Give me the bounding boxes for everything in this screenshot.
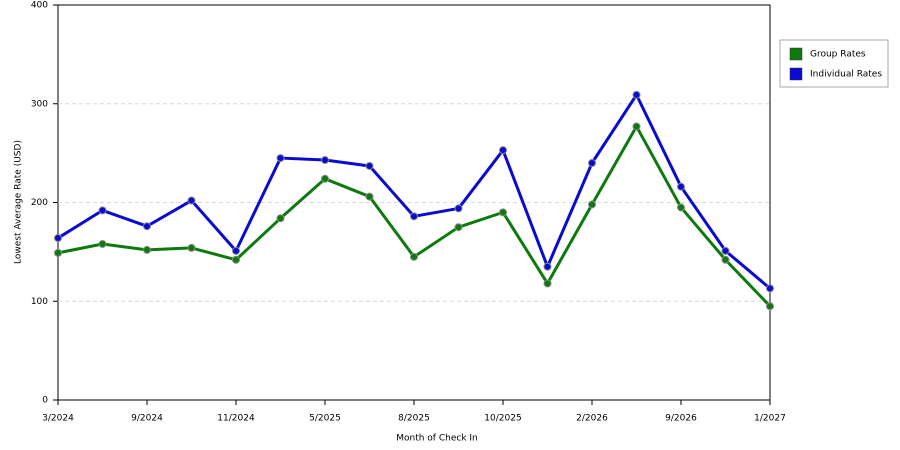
point <box>187 243 196 252</box>
y-tick-label: 300 <box>31 99 48 109</box>
point <box>410 212 418 221</box>
legend-swatch <box>789 47 803 61</box>
x-axis-label: Month of Check In <box>396 434 478 444</box>
point <box>721 255 730 264</box>
y-tick-label: 400 <box>31 1 48 11</box>
x-tick-label: 9/2024 <box>131 414 163 424</box>
y-tick-label: 0 <box>42 396 48 406</box>
point <box>499 146 507 155</box>
point <box>54 234 62 243</box>
y-tick-label: 100 <box>31 297 48 307</box>
point <box>766 302 774 311</box>
point <box>365 192 374 201</box>
point <box>677 182 685 191</box>
x-tick-label: 1/2027 <box>754 414 786 424</box>
point <box>276 154 285 163</box>
point <box>543 262 552 271</box>
point <box>276 214 285 223</box>
point <box>632 122 641 131</box>
x-tick-label: 11/2024 <box>217 414 255 424</box>
point <box>766 284 774 293</box>
x-tick-label: 2/2026 <box>576 414 608 424</box>
point <box>454 223 463 232</box>
point <box>98 206 107 215</box>
point <box>187 196 196 205</box>
point <box>232 255 240 264</box>
x-tick-label: 8/2025 <box>398 414 430 424</box>
point <box>365 161 374 170</box>
x-tick-label: 5/2025 <box>309 414 341 424</box>
point <box>454 204 463 213</box>
y-axis-label: Lowest Average Rate (USD) <box>14 140 24 264</box>
legend-label: Individual Rates <box>810 70 882 80</box>
point <box>588 159 596 167</box>
point <box>143 245 151 254</box>
x-tick-label: 9/2026 <box>665 414 697 424</box>
point <box>54 248 62 257</box>
point <box>721 246 730 255</box>
x-tick-label: 10/2025 <box>484 414 521 424</box>
point <box>632 90 641 99</box>
point <box>321 174 329 183</box>
x-tick-label: 3/2024 <box>42 414 74 424</box>
legend-label: Group Rates <box>810 50 866 60</box>
point <box>143 222 151 231</box>
point <box>677 203 685 212</box>
point <box>232 246 240 255</box>
y-tick-label: 200 <box>31 198 48 208</box>
legend-swatch <box>789 67 803 81</box>
point <box>543 279 552 288</box>
point <box>588 200 596 209</box>
point <box>98 239 107 248</box>
point <box>499 208 507 217</box>
point <box>321 156 329 165</box>
point <box>410 252 418 261</box>
